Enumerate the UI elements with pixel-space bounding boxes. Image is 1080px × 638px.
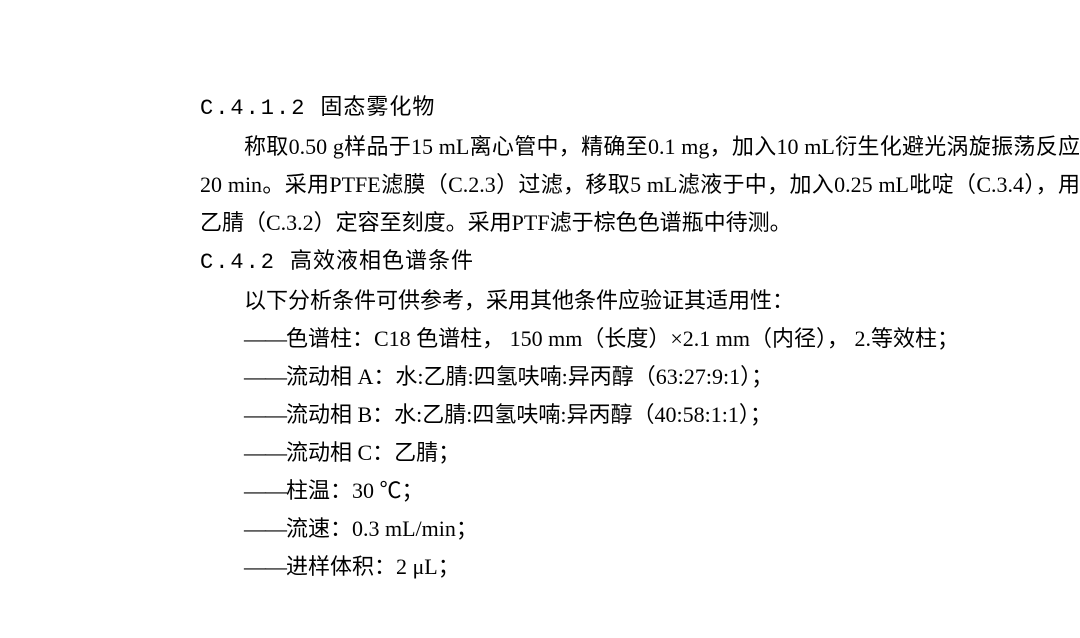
list-item: ——进样体积：2 μL； [200,548,1080,586]
list-item-text: 流速：0.3 mL/min； [286,516,478,541]
list-item-text: 进样体积：2 μL； [286,554,460,579]
list-item-text: 色谱柱：C18 色谱柱， 150 mm（长度）×2.1 mm（内径）， 2.等效… [286,326,959,351]
document-page: C.4.1.2 固态雾化物 称取0.50 g样品于15 mL离心管中，精确至0.1… [0,0,1080,586]
list-item: ——柱温：30 ℃； [200,472,1080,510]
list-item-text: 流动相 B：水:乙腈:四氢呋喃:异丙醇（40:58:1:1）； [286,402,772,427]
section-title: 高效液相色谱条件 [290,248,474,273]
section-paragraph: 称取0.50 g样品于15 mL离心管中，精确至0.1 mg，加入10 mL衍生… [200,128,1080,242]
list-item-text: 柱温：30 ℃； [286,478,424,503]
list-item: ——流速：0.3 mL/min； [200,510,1080,548]
dash-icon: —— [244,440,286,465]
dash-icon: —— [244,554,286,579]
dash-icon: —— [244,326,286,351]
dash-icon: —— [244,402,286,427]
section-number: C.4.1.2 [200,96,306,121]
dash-icon: —— [244,364,286,389]
section-number: C.4.2 [200,250,276,275]
section-heading-c412: C.4.1.2 固态雾化物 [200,88,1080,128]
list-item-text: 流动相 C：乙腈； [286,440,460,465]
list-item: ——色谱柱：C18 色谱柱， 150 mm（长度）×2.1 mm（内径）， 2.… [200,320,1080,358]
dash-icon: —— [244,516,286,541]
list-item-text: 流动相 A：水:乙腈:四氢呋喃:异丙醇（63:27:9:1）； [286,364,773,389]
dash-icon: —— [244,478,286,503]
list-item: ——流动相 C：乙腈； [200,434,1080,472]
section-heading-c42: C.4.2 高效液相色谱条件 [200,242,1080,282]
list-item: ——流动相 B：水:乙腈:四氢呋喃:异丙醇（40:58:1:1）； [200,396,1080,434]
list-item: ——流动相 A：水:乙腈:四氢呋喃:异丙醇（63:27:9:1）； [200,358,1080,396]
section-intro: 以下分析条件可供参考，采用其他条件应验证其适用性： [200,282,1080,320]
conditions-list: ——色谱柱：C18 色谱柱， 150 mm（长度）×2.1 mm（内径）， 2.… [200,320,1080,586]
section-title: 固态雾化物 [320,94,435,119]
